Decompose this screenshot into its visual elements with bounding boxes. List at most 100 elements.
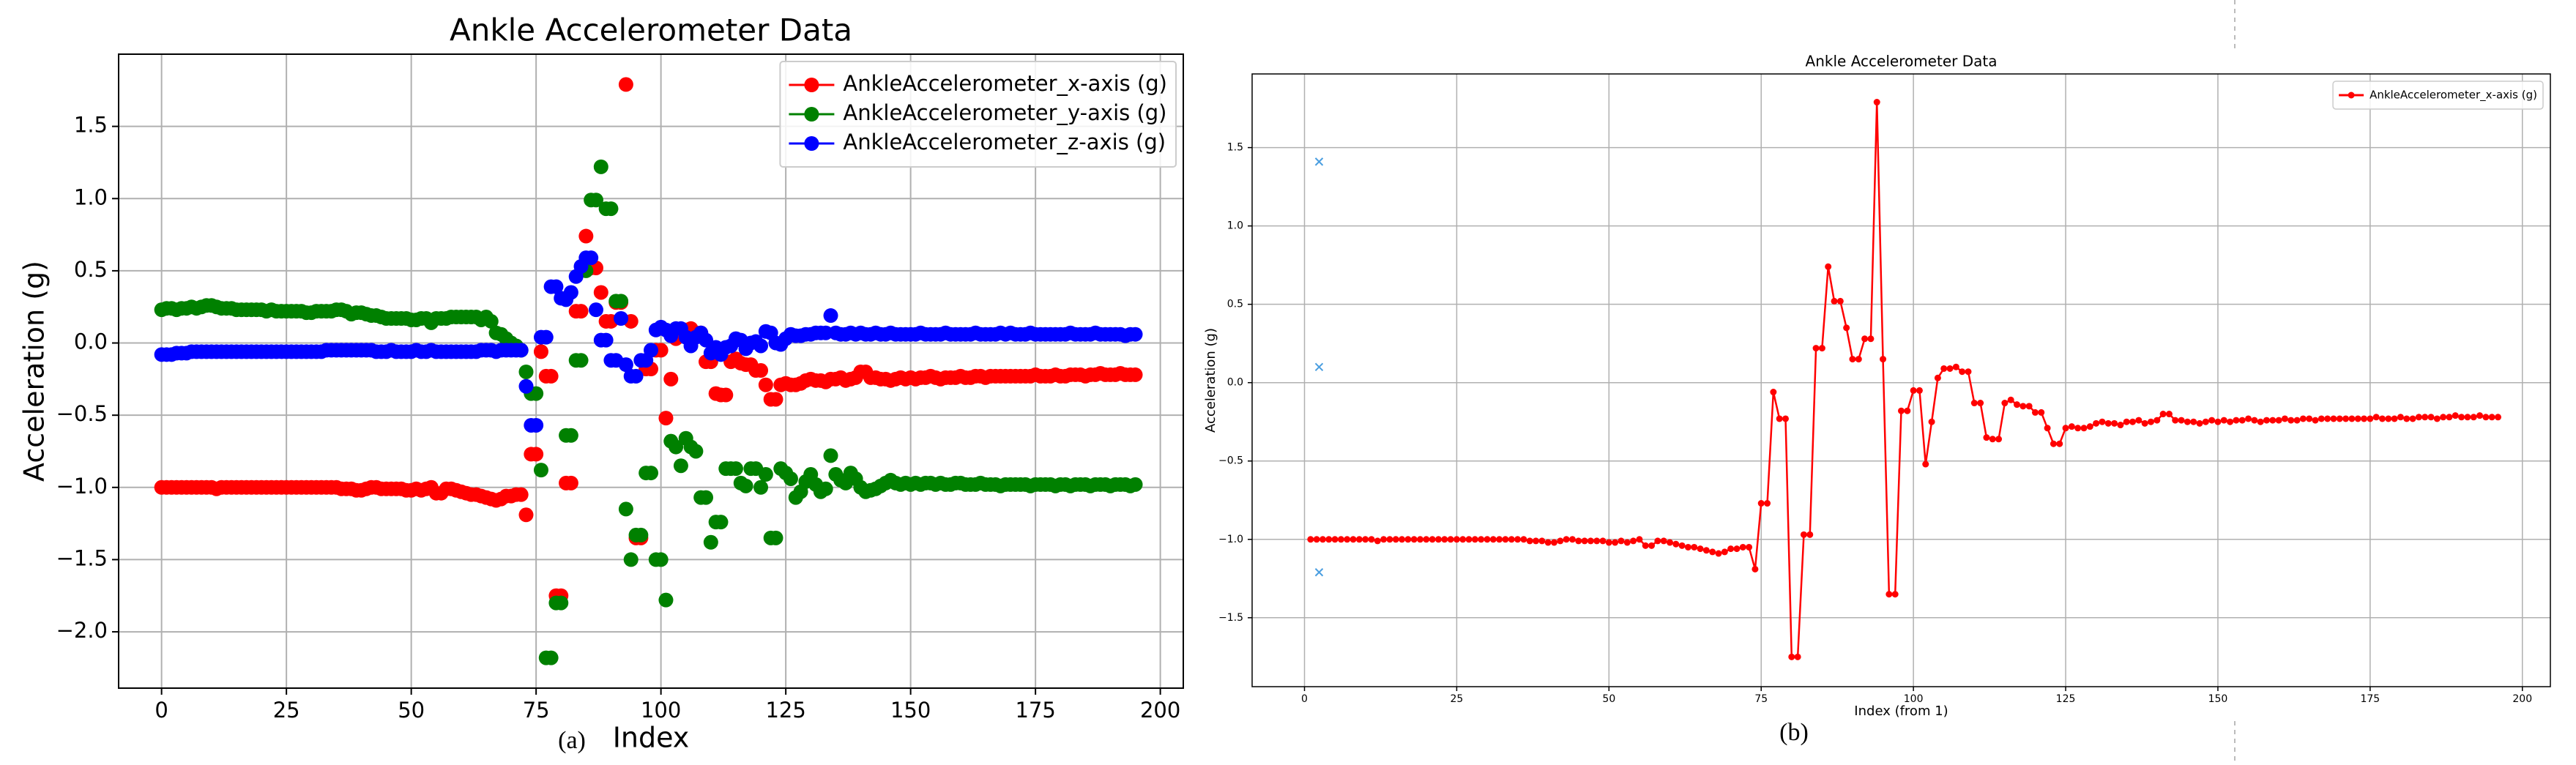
data-point <box>1727 545 1735 553</box>
data-point <box>1928 418 1935 425</box>
x-tick-label: 0 <box>155 698 168 723</box>
data-point <box>1344 536 1351 543</box>
data-point <box>2190 418 2197 425</box>
data-point <box>644 466 658 481</box>
x-tick-label: 50 <box>398 698 425 723</box>
data-point <box>2470 414 2477 421</box>
data-point <box>563 475 578 490</box>
data-point <box>1417 536 1424 543</box>
data-point <box>2214 418 2222 425</box>
data-point <box>2464 414 2471 421</box>
data-point <box>768 392 783 407</box>
data-point <box>758 467 773 482</box>
data-point <box>1520 536 1527 543</box>
data-point <box>1557 537 1564 545</box>
x-tick-label: 125 <box>765 698 805 723</box>
data-point <box>2020 403 2027 410</box>
data-point <box>753 363 769 378</box>
x-tick-label: 200 <box>1140 698 1180 723</box>
data-point <box>2062 425 2069 432</box>
data-point <box>1374 537 1381 545</box>
data-point <box>2038 408 2045 416</box>
data-point <box>2281 415 2288 422</box>
data-point <box>2068 423 2075 430</box>
data-point <box>1128 326 1143 342</box>
data-point <box>699 490 714 505</box>
data-point <box>1952 363 1959 370</box>
data-point <box>768 530 783 545</box>
data-point <box>2104 419 2112 427</box>
data-point <box>614 294 629 309</box>
legend-label: AnkleAccelerometer_z-axis (g) <box>843 130 1166 154</box>
data-point <box>758 377 773 392</box>
data-point <box>1605 539 1612 546</box>
y-tick-label: −0.5 <box>1218 455 1243 467</box>
data-point <box>1459 536 1467 543</box>
data-point <box>2208 417 2216 424</box>
data-point <box>1965 368 1972 376</box>
data-point <box>1423 536 1430 543</box>
x-tick-label: 150 <box>890 698 931 723</box>
data-point <box>2488 414 2495 421</box>
data-point <box>1995 436 2003 443</box>
y-tick-label: 0.5 <box>1227 299 1243 310</box>
data-point <box>2458 414 2465 421</box>
data-point <box>1618 537 1625 545</box>
data-point <box>669 439 684 455</box>
data-point <box>618 501 633 517</box>
data-point <box>1800 531 1807 538</box>
data-point <box>823 448 838 463</box>
data-point <box>623 552 639 567</box>
data-point <box>1550 539 1557 546</box>
data-point <box>1940 365 1948 372</box>
data-point <box>1977 400 1984 407</box>
data-point <box>628 368 644 384</box>
data-point <box>1434 536 1442 543</box>
legend-marker <box>804 107 819 122</box>
data-point <box>1648 542 1656 549</box>
data-point <box>1684 543 1691 551</box>
x-tick-label: 50 <box>1602 693 1615 705</box>
data-point <box>1489 536 1497 543</box>
data-point <box>1849 356 1856 363</box>
data-point <box>518 378 534 394</box>
data-point <box>1898 407 1905 414</box>
data-point <box>1702 547 1710 554</box>
data-point <box>1355 536 1363 543</box>
data-point <box>2165 411 2173 418</box>
legend-box <box>779 61 1177 168</box>
data-point <box>2141 419 2148 427</box>
x-tick-label: 100 <box>641 698 681 723</box>
data-point <box>1502 536 1509 543</box>
data-point <box>2202 418 2209 425</box>
data-point <box>2154 417 2161 424</box>
data-point <box>584 250 599 266</box>
data-point <box>1946 365 1954 372</box>
data-point <box>644 343 658 358</box>
data-point <box>2086 423 2093 430</box>
data-point <box>614 310 629 326</box>
data-point <box>783 471 798 486</box>
data-point <box>2111 419 2118 427</box>
data-point <box>2099 418 2106 425</box>
x-tick-label: 100 <box>1904 693 1924 705</box>
data-point <box>2044 425 2051 432</box>
plot-frame <box>1251 73 2551 687</box>
data-point <box>2007 396 2014 403</box>
data-point <box>2196 419 2203 427</box>
data-point <box>518 507 534 523</box>
data-point <box>2397 414 2404 421</box>
x-tick-label: 175 <box>1015 698 1055 723</box>
data-point <box>1599 537 1607 545</box>
data-point <box>2227 418 2234 425</box>
data-point <box>1325 536 1333 543</box>
data-point <box>1392 536 1399 543</box>
data-point <box>518 364 534 379</box>
data-point <box>1399 536 1406 543</box>
data-point <box>1934 374 1941 381</box>
plot-frame <box>118 53 1184 689</box>
data-point <box>2476 412 2484 419</box>
data-point <box>2001 400 2009 407</box>
data-point <box>2056 440 2063 447</box>
data-point <box>1362 536 1369 543</box>
